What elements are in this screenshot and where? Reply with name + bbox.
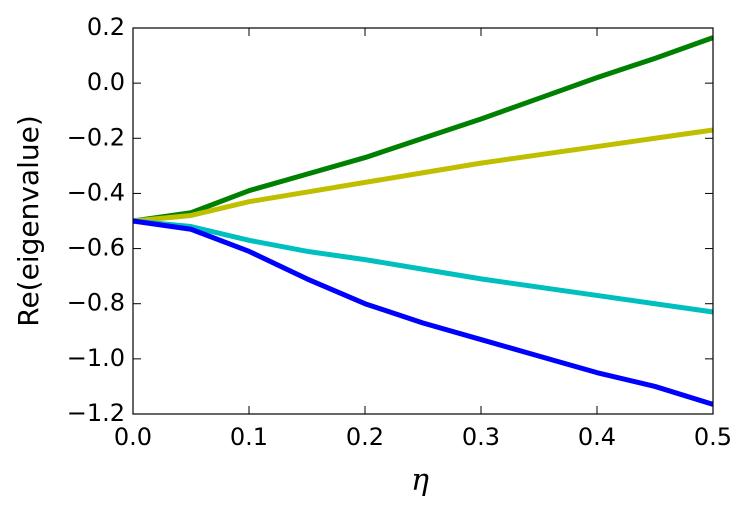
y-tick-label: 0.2 [87,13,125,41]
line [132,218,714,407]
y-tick-label: −0.2 [67,123,125,151]
line [132,35,714,224]
x-tick-label: 0.0 [114,423,152,451]
x-tick-label: 0.1 [230,423,268,451]
x-tick-label: 0.2 [346,423,384,451]
y-tick-label: −0.8 [67,289,125,317]
line [132,218,714,315]
line [132,127,714,224]
x-tick-label: 0.4 [578,423,616,451]
y-tick-label: −1.0 [67,344,125,372]
y-tick-label: −1.2 [67,399,125,427]
x-tick-label: 0.3 [462,423,500,451]
plot-frame [132,27,714,415]
x-axis-label: η [411,463,429,498]
y-tick-label: 0.0 [87,68,125,96]
y-axis-label: Re(eigenvalue) [12,115,45,327]
y-tick-label: −0.6 [67,234,125,262]
x-tick-label: 0.5 [694,423,732,451]
y-tick-label: −0.4 [67,178,125,206]
